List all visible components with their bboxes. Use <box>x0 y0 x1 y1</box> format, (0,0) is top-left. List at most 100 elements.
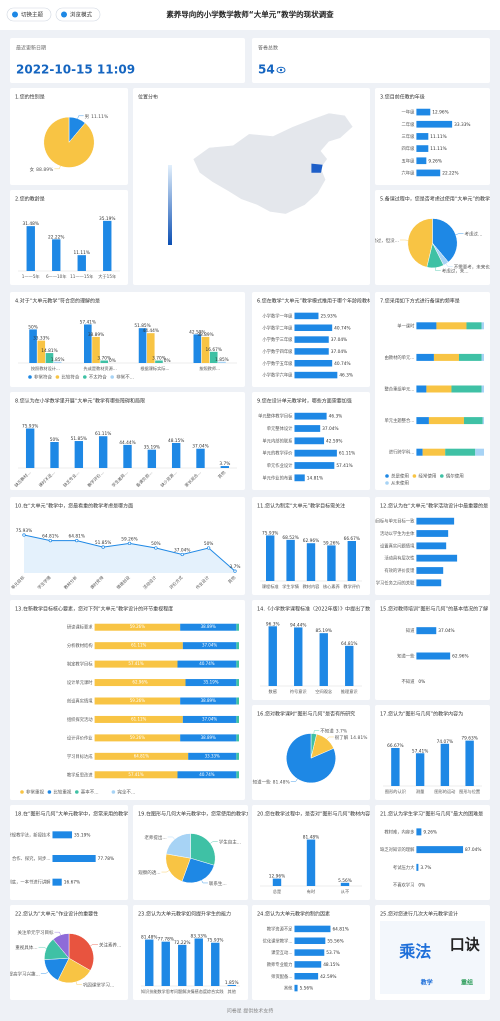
bar <box>266 535 275 581</box>
card-body: 位置分布 <box>138 94 354 245</box>
eye-outline[interactable] <box>276 66 286 74</box>
browse-button[interactable]: 浏览模式 <box>55 7 101 22</box>
line-area <box>24 535 235 573</box>
value-label: 79.63% <box>461 736 477 742</box>
button-icon[interactable] <box>61 11 67 18</box>
y-tick-label: 六年级 <box>402 169 416 176</box>
bar <box>416 846 464 854</box>
legend-label: 完全不... <box>117 789 135 796</box>
value-label: 12.96% <box>432 110 448 116</box>
card-body: 4.对于“大单元教学”符合您的理解的是 50% 33.33% 14.81% 1.85% 按… <box>15 298 237 381</box>
bar <box>319 633 328 686</box>
card-title: 18.在“图形与几何”大单元教学中，您常采用的教学方法 <box>15 811 138 818</box>
legend-label: 基本不... <box>81 789 99 796</box>
pie-label: 联系生... <box>209 879 227 886</box>
bar <box>416 385 427 393</box>
button-label[interactable]: 浏览模式 <box>70 10 93 18</box>
x-tick-label: 空间观念 <box>315 688 333 695</box>
bar <box>29 329 37 363</box>
value-label: 1.85% <box>225 980 239 986</box>
y-tick-label: 四年级 <box>402 145 416 152</box>
picture-text: 教学 <box>420 978 433 986</box>
y-tick-label: 单一课时 <box>397 322 415 329</box>
value-label: 35.19% <box>74 832 90 838</box>
pie-value: 11.11% <box>91 113 109 119</box>
stat-label: 最近更新日期 <box>16 45 46 52</box>
point <box>154 546 158 550</box>
legend-label: 非常重视 <box>26 789 44 796</box>
value-label: 77.78% <box>158 937 174 943</box>
button-frame[interactable] <box>6 7 52 22</box>
card-title: 24.您认为大单元教学的制约因素 <box>257 911 330 918</box>
value-label: 46.3% <box>329 414 343 420</box>
view-icon[interactable] <box>276 66 286 74</box>
bar <box>50 442 59 468</box>
bar <box>177 771 237 779</box>
y-tick-label: 小学数学四年级 <box>262 348 293 355</box>
button-icon[interactable] <box>12 11 18 18</box>
value-label: 25.93% <box>320 313 336 319</box>
bar <box>123 444 132 468</box>
value-label: 59.26% <box>130 735 145 740</box>
y-tick-label: 教材难，内容多 <box>384 828 415 835</box>
value-label: 37.04% <box>322 426 338 432</box>
value-label: 40.74% <box>199 772 214 777</box>
map-highlight <box>311 163 323 173</box>
legend-label: 从未使用 <box>391 480 409 487</box>
card-title: 9.您在设计单元教学时，哪些方面需要加强 <box>257 398 352 405</box>
value-label: 66.67% <box>344 536 360 542</box>
eye-pupil[interactable] <box>279 68 283 72</box>
card-title: 25.您对您进行几次大单元教学设计 <box>380 911 458 918</box>
bar <box>294 336 329 343</box>
value-label: 46.3% <box>339 373 353 379</box>
bar <box>481 322 484 330</box>
value-label: 33.33% <box>454 122 470 128</box>
value-label: 64.81% <box>42 534 58 540</box>
bar <box>416 554 458 562</box>
bar <box>416 417 429 425</box>
bar <box>211 942 220 986</box>
bar <box>458 353 482 361</box>
y-tick-label: 教学反思改进 <box>67 771 93 778</box>
theme-button[interactable]: 切换主题 <box>6 7 52 22</box>
bar <box>178 944 187 986</box>
bar <box>236 734 239 742</box>
bar <box>94 734 181 742</box>
value-label: 40.74% <box>334 361 350 367</box>
y-tick-label: 组织探究活动 <box>67 716 93 723</box>
button-label[interactable]: 切换主题 <box>21 10 44 18</box>
bar <box>416 145 429 152</box>
value-label: 0% <box>418 883 425 889</box>
stat-card <box>252 38 490 83</box>
bar <box>177 660 237 668</box>
bar <box>196 448 205 468</box>
value-label: 59.26% <box>130 624 145 629</box>
bar <box>416 157 427 165</box>
legend-swatch <box>75 790 79 794</box>
x-tick-label: 按照教师... <box>199 365 220 372</box>
pie-slice <box>52 933 70 959</box>
stat-value: 54 <box>258 63 275 77</box>
leader-line <box>75 981 82 985</box>
x-tick-label: 课程标准 <box>262 583 279 590</box>
pie-label: 关注素养... <box>99 941 121 948</box>
card-title: 4.对于“大单元教学”符合您的理解的是 <box>15 298 100 305</box>
bar <box>463 417 483 425</box>
value-label: 5.56% <box>300 986 314 992</box>
bar <box>294 474 305 482</box>
y-tick-label: 学习目标达成 <box>67 753 93 760</box>
button-frame[interactable] <box>55 7 101 22</box>
bar <box>416 567 444 574</box>
bar <box>294 437 325 445</box>
y-tick-label: 学习任务之间的关联 <box>376 579 415 586</box>
bar <box>327 545 336 581</box>
page-title: 素养导向的小学数学教师“大单元”教学的现状调查 <box>166 9 334 19</box>
bar <box>294 961 322 968</box>
card-title: 3.您目前任教的年级 <box>380 94 425 101</box>
point <box>233 569 237 573</box>
value-label: 16.67% <box>64 880 80 886</box>
pie-category: 巩固课堂学习... <box>83 981 114 988</box>
bar <box>146 333 155 363</box>
pie-label: 考虑过，未... <box>442 267 469 274</box>
